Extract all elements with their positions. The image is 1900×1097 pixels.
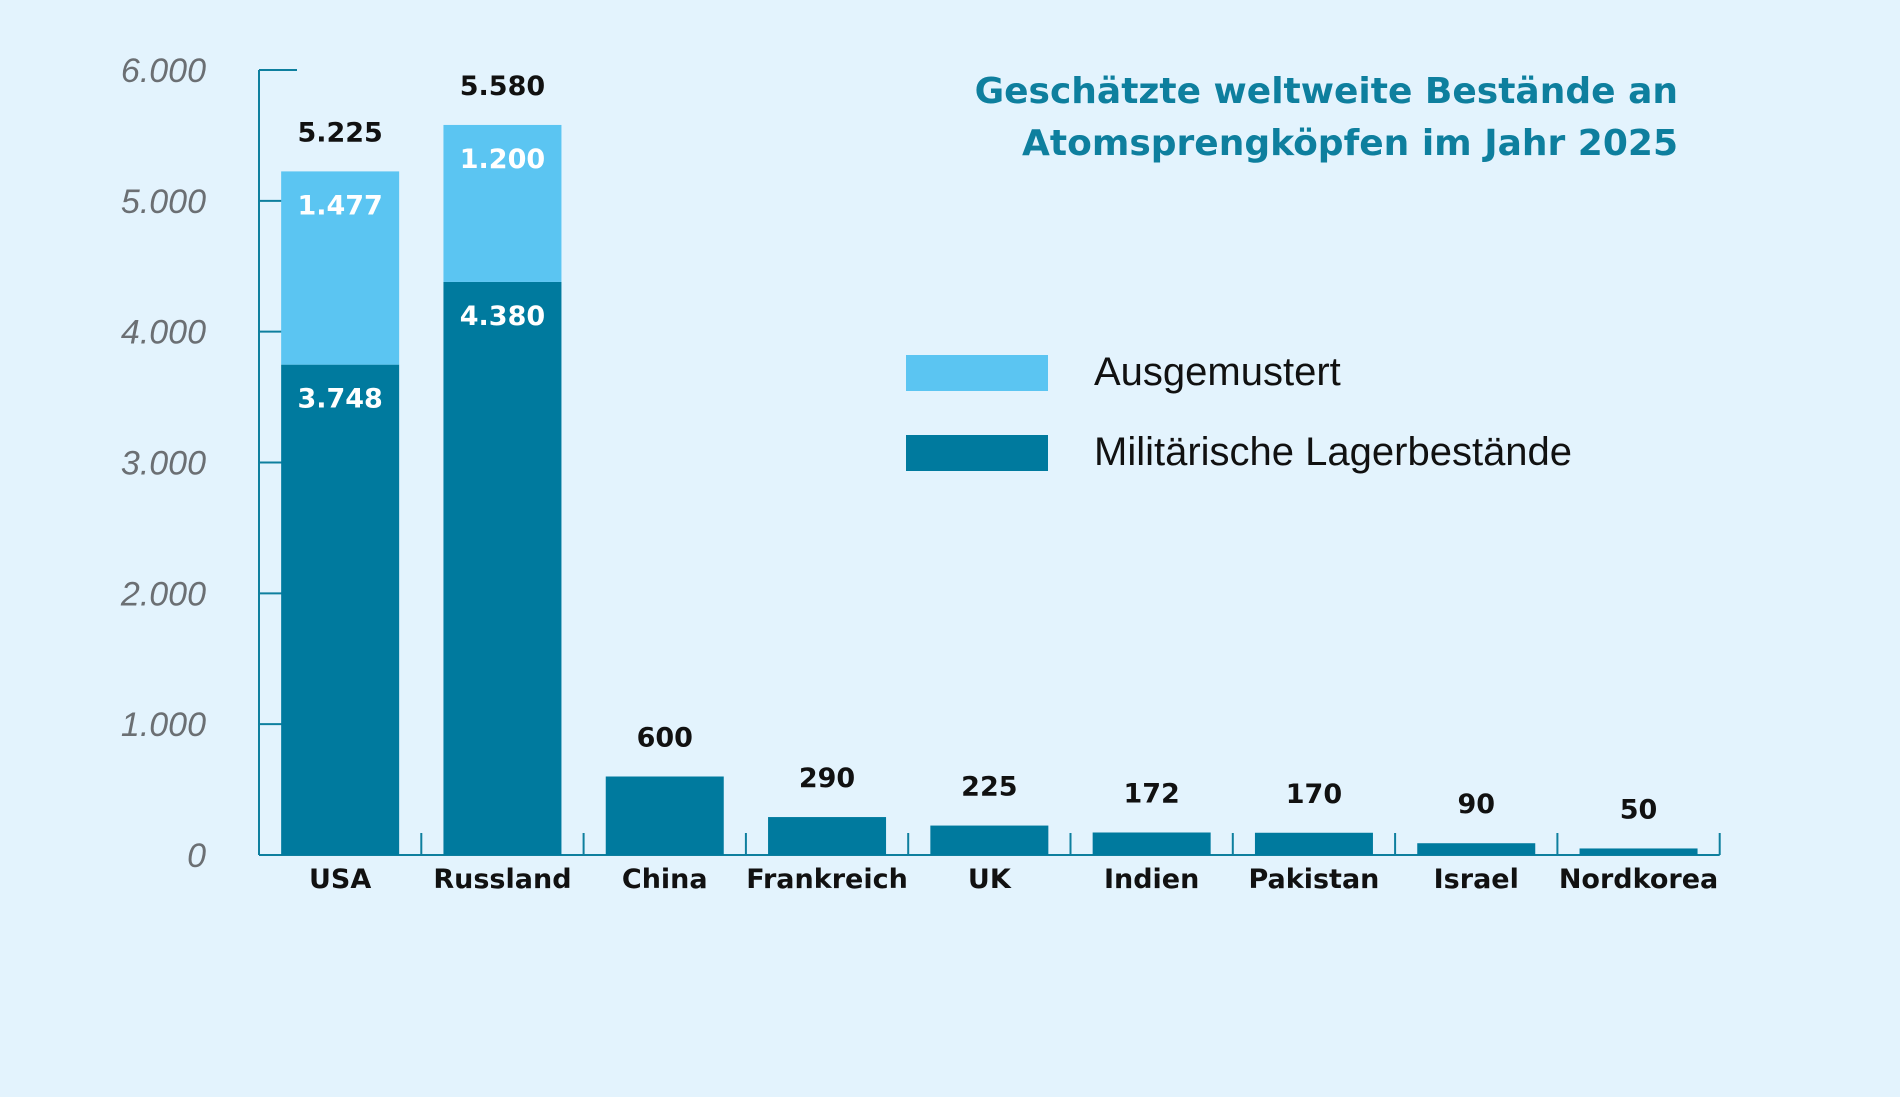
- chart-title: Geschätzte weltweite Bestände an Atomspr…: [975, 66, 1678, 170]
- legend-swatch-ausgemustert: [906, 354, 1048, 391]
- x-tick-label: Russland: [433, 864, 571, 895]
- segment-label: 1.477: [297, 190, 382, 221]
- bar-ausgemustert: [281, 171, 400, 365]
- bar-militaer: [768, 817, 887, 855]
- bar-militaer: [605, 776, 724, 855]
- x-tick-label: UK: [968, 864, 1012, 895]
- y-tick-label: 6.000: [121, 52, 206, 90]
- total-label: 5.580: [460, 71, 545, 102]
- total-label: 5.225: [297, 117, 382, 148]
- bar-militaer: [1092, 832, 1211, 855]
- y-tick-label: 4.000: [121, 314, 206, 352]
- segment-label: 1.200: [460, 144, 545, 175]
- total-label: 225: [961, 772, 1017, 803]
- total-label: 600: [637, 723, 693, 754]
- x-tick-label: China: [622, 864, 708, 895]
- legend-swatch-militaer: [906, 434, 1048, 471]
- bar-ausgemustert: [443, 124, 562, 282]
- total-label: 290: [799, 763, 855, 794]
- total-label: 90: [1457, 789, 1495, 820]
- title-line-2: Atomsprengköpfen im Jahr 2025: [1022, 123, 1678, 164]
- bar-militaer: [281, 364, 400, 855]
- bar-militaer: [930, 825, 1049, 855]
- segment-label: 4.380: [460, 301, 545, 332]
- legend-label: Militärische Lagerbestände: [1094, 430, 1573, 474]
- bar-militaer: [443, 281, 562, 855]
- bar-militaer: [1417, 843, 1536, 855]
- total-label: 50: [1620, 794, 1658, 825]
- y-tick-label: 2.000: [120, 575, 206, 613]
- x-tick-label: USA: [309, 864, 371, 895]
- total-label: 170: [1286, 779, 1342, 810]
- segment-label: 3.748: [297, 384, 382, 415]
- x-tick-label: Frankreich: [746, 864, 908, 895]
- x-tick-label: Indien: [1104, 864, 1199, 895]
- legend-item-ausgemustert: Ausgemustert: [906, 350, 1572, 394]
- total-label: 172: [1123, 778, 1179, 809]
- bar-militaer: [1579, 848, 1698, 855]
- bar-militaer: [1254, 832, 1373, 855]
- legend-label: Ausgemustert: [1094, 350, 1341, 394]
- y-tick-label: 0: [187, 837, 206, 875]
- legend: Ausgemustert Militärische Lagerbestände: [906, 350, 1572, 515]
- y-tick-label: 3.000: [121, 445, 206, 483]
- y-tick-label: 1.000: [121, 706, 206, 744]
- title-line-1: Geschätzte weltweite Bestände an: [974, 71, 1678, 112]
- legend-item-militaer: Militärische Lagerbestände: [906, 430, 1572, 474]
- x-tick-label: Israel: [1434, 864, 1519, 895]
- y-tick-label: 5.000: [121, 183, 206, 221]
- x-tick-label: Nordkorea: [1559, 864, 1718, 895]
- x-tick-label: Pakistan: [1248, 864, 1379, 895]
